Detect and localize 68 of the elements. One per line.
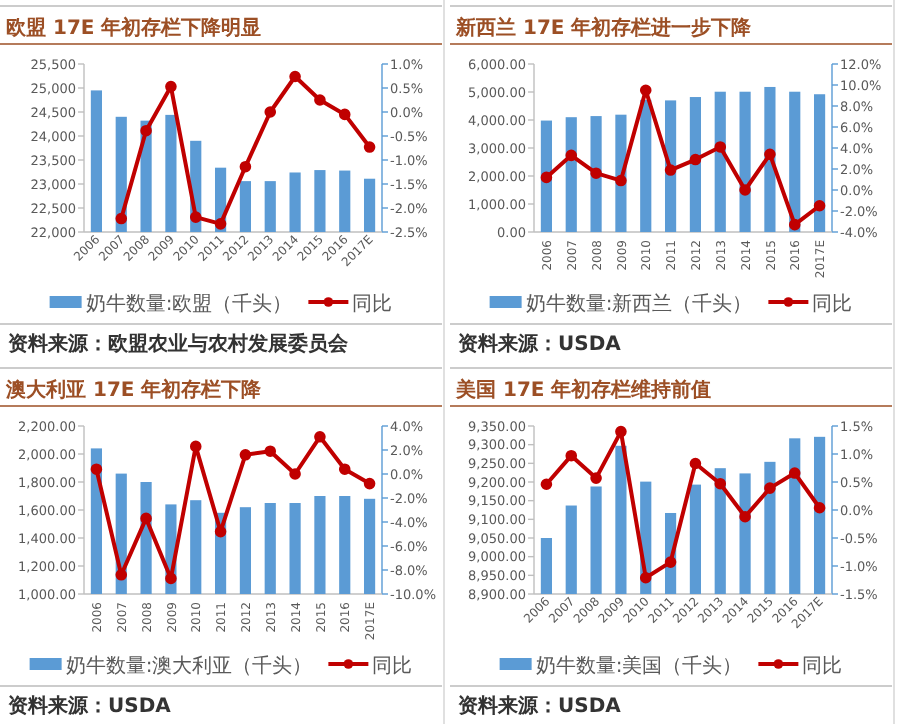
bar <box>565 117 577 232</box>
point <box>813 199 826 212</box>
point <box>289 70 301 83</box>
point <box>615 174 627 187</box>
legend-label: 同比 <box>352 292 393 316</box>
chart-title: 新西兰 17E 年初存栏进一步下降 <box>454 16 754 40</box>
point <box>314 94 326 106</box>
point <box>239 160 252 173</box>
legend-label: 奶牛数量:美国（千头） <box>535 654 743 678</box>
point <box>140 512 152 525</box>
point <box>739 510 751 523</box>
bar <box>590 116 602 232</box>
legend-label: 奶牛数量:欧盟（千头） <box>85 292 293 316</box>
legend-label: 奶牛数量:新西兰（千头） <box>525 292 753 316</box>
point <box>590 167 602 179</box>
point <box>140 124 152 137</box>
point <box>788 467 801 479</box>
point <box>764 482 776 494</box>
point <box>264 106 277 118</box>
bar <box>640 99 652 232</box>
legend-label: 同比 <box>372 654 413 678</box>
point <box>590 472 602 484</box>
point <box>338 463 351 475</box>
text: 资料来源：USDA <box>8 694 172 718</box>
chart-title: 欧盟 17E 年初存栏下降明显 <box>6 16 262 40</box>
point <box>338 108 351 121</box>
point <box>689 457 702 470</box>
point <box>788 218 801 231</box>
text: 资料来源：欧盟农业与农村发展委员会 <box>8 332 350 356</box>
point <box>115 569 128 581</box>
point <box>214 218 227 230</box>
point <box>565 449 578 462</box>
point <box>565 149 578 162</box>
point <box>714 477 727 490</box>
legend-label: 奶牛数量:澳大利亚（千头） <box>65 654 313 678</box>
point <box>540 171 553 184</box>
point <box>165 572 177 585</box>
point <box>689 153 702 166</box>
point <box>639 571 652 584</box>
point <box>115 212 128 225</box>
point <box>189 440 202 453</box>
point <box>314 431 326 443</box>
point <box>714 141 727 153</box>
point <box>289 468 301 480</box>
point <box>165 80 177 93</box>
point <box>739 184 751 196</box>
bar <box>689 97 702 232</box>
legend-label: 同比 <box>802 654 843 678</box>
point <box>90 463 103 475</box>
legend-label: 同比 <box>812 292 853 316</box>
text: 资料来源：USDA <box>458 332 622 356</box>
bar <box>739 91 751 232</box>
text: 资料来源：USDA <box>458 694 622 718</box>
point <box>664 556 677 568</box>
point <box>615 425 627 438</box>
point <box>239 449 252 461</box>
chart-title: 美国 17E 年初存栏维持前值 <box>454 378 712 402</box>
point <box>540 478 553 491</box>
bar <box>814 94 826 232</box>
point <box>664 164 677 176</box>
point <box>363 477 376 490</box>
point <box>363 141 376 153</box>
bar <box>714 91 726 232</box>
point <box>764 148 776 161</box>
point <box>189 211 202 223</box>
point <box>813 501 826 514</box>
point <box>264 445 277 457</box>
chart-title: 澳大利亚 17E 年初存栏下降 <box>4 378 264 402</box>
